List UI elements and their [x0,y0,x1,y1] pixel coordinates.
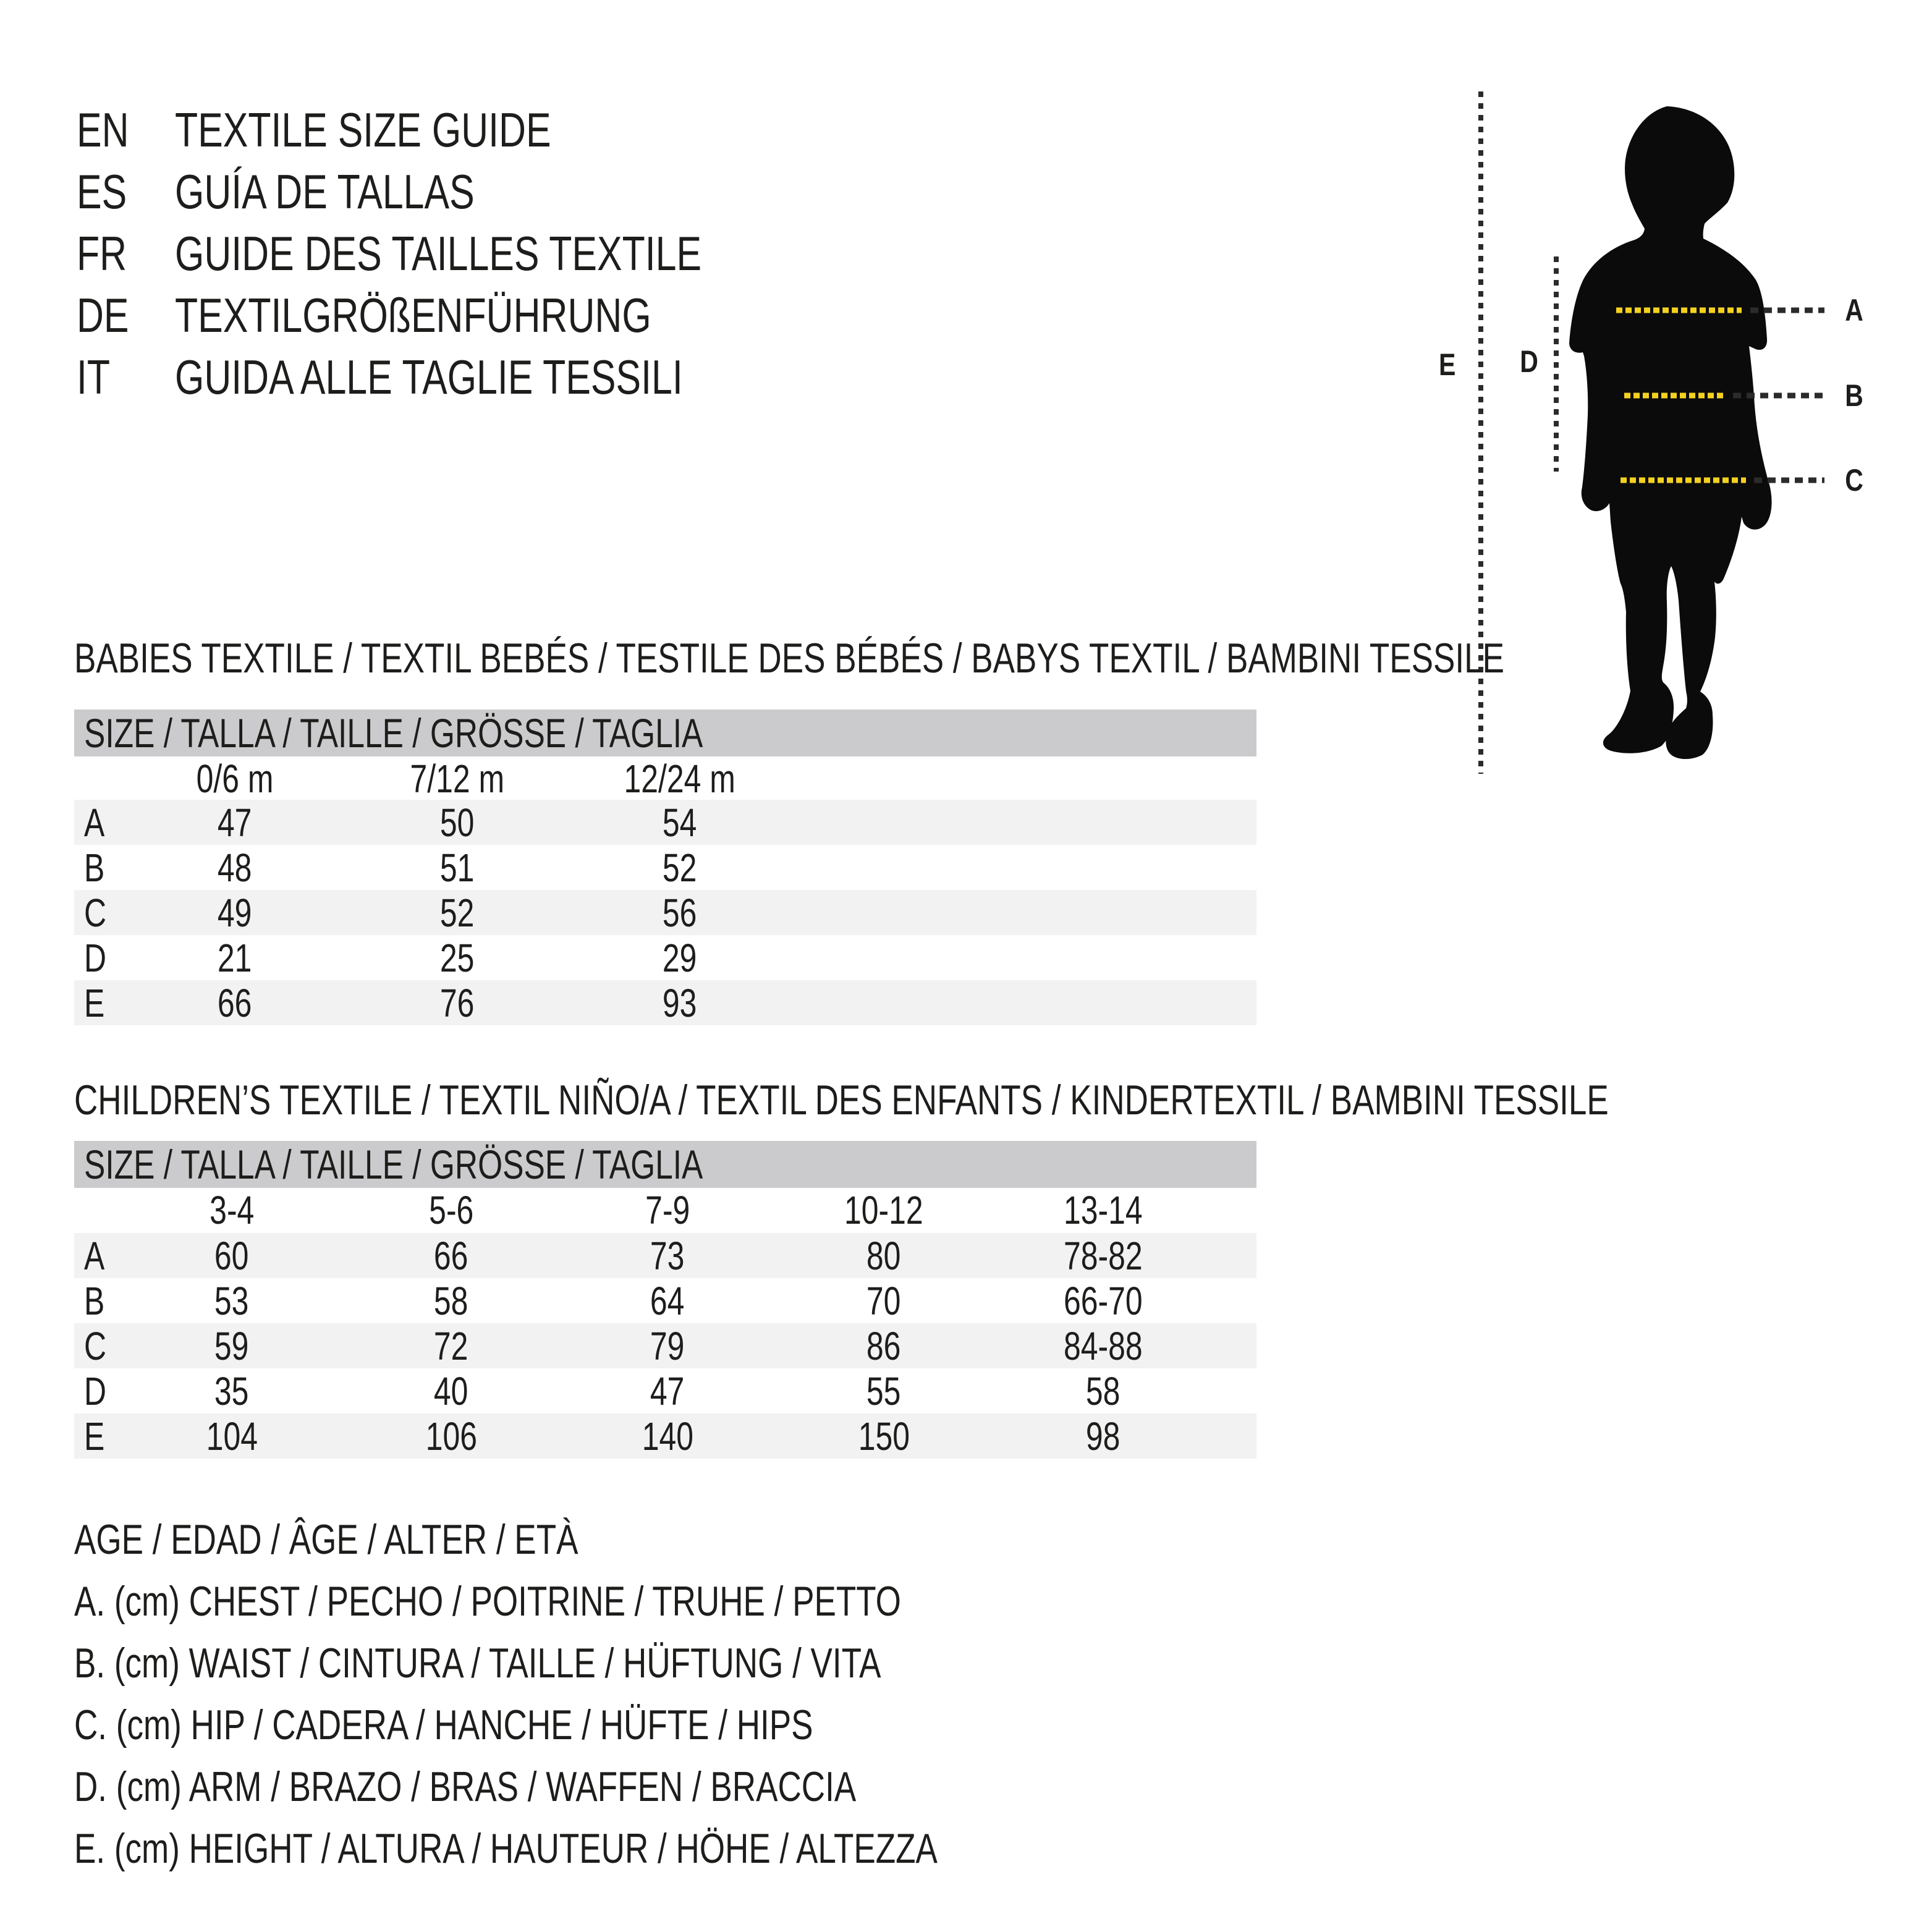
lang-code-en: EN [77,102,129,157]
legend-age: AGE / EDAD / ÂGE / ALTER / ETÀ [74,1516,578,1563]
legend-chest: A. (cm) CHEST / PECHO / POITRINE / TRUHE… [74,1578,901,1625]
legend-waist: B. (cm) WAIST / CINTURA / TAILLE / HÜFTU… [74,1640,881,1687]
figure-label-height-e: E [1439,347,1456,382]
babies-row-b: B 48 51 52 [74,845,1256,890]
babies-d-value-0: 21 [218,935,252,980]
children-c-value-1: 72 [434,1323,468,1368]
children-e-value-0: 104 [206,1413,258,1459]
children-col-3-4: 3-4 [209,1188,255,1232]
babies-b-value-2: 52 [663,845,697,890]
children-column-header-row: 3-4 5-6 7-9 10-12 13-14 [74,1188,1256,1232]
children-row-b-label: B [84,1278,105,1323]
babies-size-header-bar: SIZE / TALLA / TAILLE / GRÖSSE / TAGLIA [74,710,1256,756]
legend-arm: D. (cm) ARM / BRAZO / BRAS / WAFFEN / BR… [74,1763,857,1810]
lang-title-de: TEXTILGRÖßENFÜHRUNG [175,287,651,342]
children-e-value-4: 98 [1086,1413,1121,1459]
babies-row-a: A 47 50 54 [74,800,1256,845]
babies-row-d-label: D [84,935,107,980]
children-a-value-4: 78-82 [1064,1233,1143,1278]
babies-a-value-1: 50 [440,800,475,845]
child-measurement-diagram [1478,91,1824,774]
children-c-value-4: 84-88 [1064,1323,1143,1368]
babies-row-e-label: E [84,980,105,1025]
lang-code-it: IT [77,349,111,404]
babies-b-value-0: 48 [218,845,252,890]
children-row-d-label: D [84,1368,107,1413]
children-col-10-12: 10-12 [844,1188,923,1232]
children-row-c: C 59 72 79 86 84-88 [74,1323,1256,1368]
children-d-value-0: 35 [214,1368,249,1413]
babies-row-e: E 66 76 93 [74,980,1256,1025]
babies-row-c-label: C [84,890,107,935]
children-a-value-1: 66 [434,1233,468,1278]
babies-c-value-1: 52 [440,890,475,935]
children-size-header-bar: SIZE / TALLA / TAILLE / GRÖSSE / TAGLIA [74,1141,1256,1188]
babies-col-12-24m: 12/24 m [624,756,736,801]
legend-hip: C. (cm) HIP / CADERA / HANCHE / HÜFTE / … [74,1701,813,1748]
babies-col-0-6m: 0/6 m [196,756,274,801]
children-col-5-6: 5-6 [428,1188,474,1232]
children-b-value-0: 53 [214,1278,249,1323]
lang-title-es: GUÍA DE TALLAS [175,164,475,219]
children-b-value-1: 58 [434,1278,468,1323]
children-row-c-label: C [84,1323,107,1368]
babies-d-value-1: 25 [440,935,475,980]
children-c-value-0: 59 [214,1323,249,1368]
children-col-13-14: 13-14 [1064,1188,1143,1232]
babies-c-value-2: 56 [663,890,697,935]
babies-row-d: D 21 25 29 [74,935,1256,980]
children-row-e: E 104 106 140 150 98 [74,1413,1256,1459]
babies-column-header-row: 0/6 m 7/12 m 12/24 m [74,756,1256,801]
children-b-value-3: 70 [866,1278,901,1323]
children-d-value-3: 55 [866,1368,901,1413]
figure-label-arm-d: D [1520,344,1538,379]
figure-label-waist-b: B [1845,378,1863,413]
children-b-value-2: 64 [650,1278,685,1323]
babies-e-value-2: 93 [663,980,697,1025]
children-row-a-label: A [84,1233,105,1278]
children-a-value-3: 80 [866,1233,901,1278]
lang-title-it: GUIDA ALLE TAGLIE TESSILI [175,349,683,404]
lang-title-fr: GUIDE DES TAILLES TEXTILE [175,226,702,281]
children-row-b: B 53 58 64 70 66-70 [74,1278,1256,1323]
babies-col-7-12m: 7/12 m [410,756,505,801]
children-a-value-2: 73 [650,1233,685,1278]
babies-a-value-2: 54 [663,800,697,845]
children-row-d: D 35 40 47 55 58 [74,1368,1256,1413]
babies-section-heading: BABIES TEXTILE / TEXTIL BEBÉS / TESTILE … [74,635,1505,682]
children-d-value-4: 58 [1086,1368,1121,1413]
babies-row-c: C 49 52 56 [74,890,1256,935]
children-e-value-1: 106 [425,1413,477,1459]
lang-title-en: TEXTILE SIZE GUIDE [175,102,551,157]
babies-c-value-0: 49 [218,890,252,935]
babies-e-value-1: 76 [440,980,475,1025]
lang-code-fr: FR [77,226,127,281]
child-silhouette [1569,106,1772,760]
figure-label-hip-c: C [1845,463,1863,498]
children-section-heading: CHILDREN’S TEXTILE / TEXTIL NIÑO/A / TEX… [74,1077,1609,1124]
children-d-value-1: 40 [434,1368,468,1413]
legend-height: E. (cm) HEIGHT / ALTURA / HAUTEUR / HÖHE… [74,1825,938,1872]
babies-d-value-2: 29 [663,935,697,980]
babies-row-a-label: A [84,800,105,845]
babies-row-b-label: B [84,845,105,890]
children-e-value-2: 140 [642,1413,693,1459]
children-b-value-4: 66-70 [1064,1278,1143,1323]
lang-code-es: ES [77,164,127,219]
children-c-value-3: 86 [866,1323,901,1368]
babies-b-value-1: 51 [440,845,475,890]
children-d-value-2: 47 [650,1368,685,1413]
children-a-value-0: 60 [214,1233,249,1278]
babies-e-value-0: 66 [218,980,252,1025]
figure-label-chest-a: A [1845,293,1863,328]
children-c-value-2: 79 [650,1323,685,1368]
babies-a-value-0: 47 [218,800,252,845]
children-e-value-3: 150 [858,1413,910,1459]
children-row-e-label: E [84,1413,105,1459]
lang-code-de: DE [77,287,129,342]
children-row-a: A 60 66 73 80 78-82 [74,1233,1256,1278]
children-col-7-9: 7-9 [645,1188,690,1232]
